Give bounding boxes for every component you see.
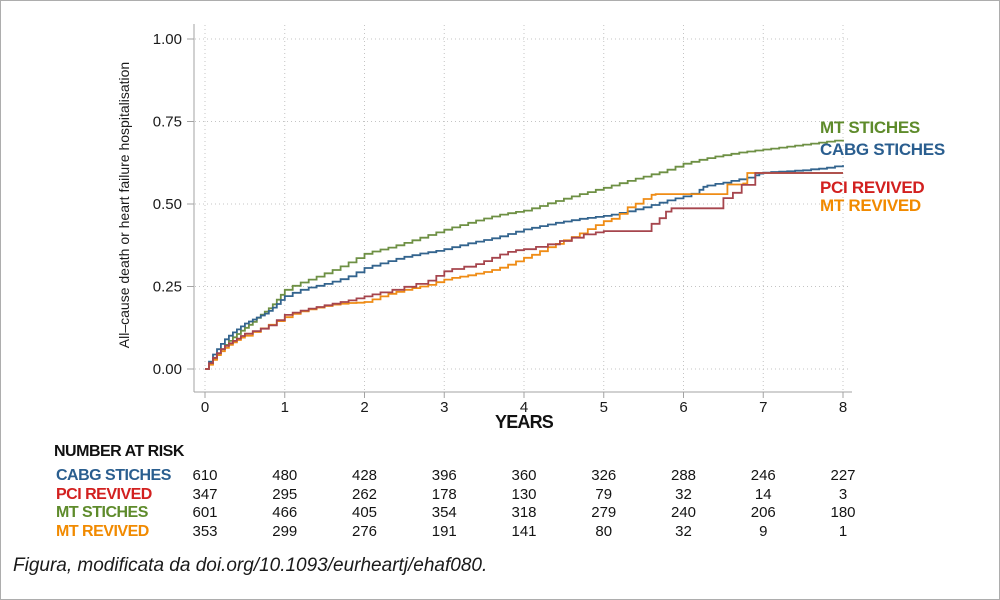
risk-table-title: NUMBER AT RISK	[54, 443, 184, 460]
risk-value: 206	[750, 504, 776, 522]
risk-value: 1	[838, 523, 848, 541]
risk-value: 428	[351, 467, 378, 484]
risk-value: 191	[431, 523, 457, 541]
risk-value: 396	[431, 467, 457, 484]
risk-value: 295	[272, 485, 298, 503]
risk-value: 80	[595, 523, 613, 541]
x-tick-label: 5	[600, 399, 608, 416]
risk-value: 178	[431, 485, 457, 503]
risk-value: 360	[511, 467, 537, 484]
risk-value: 276	[351, 523, 378, 541]
risk-value: 79	[595, 485, 613, 503]
x-tick-label: 4	[520, 399, 528, 416]
x-tick-label: 0	[201, 399, 209, 416]
risk-value: 326	[591, 467, 617, 484]
risk-value: 353	[192, 523, 218, 541]
risk-value: 14	[754, 485, 772, 503]
risk-value: 9	[759, 523, 768, 541]
x-tick-label: 2	[360, 399, 368, 416]
curve-layer	[205, 139, 844, 370]
risk-value: 288	[670, 467, 697, 484]
legend-label-mt-revived: MT REVIVED	[820, 196, 921, 215]
figure-caption: Figura, modificata da doi.org/10.1093/eu…	[13, 555, 488, 576]
risk-value: 466	[272, 504, 298, 522]
legend-label-pci-revived: PCI REVIVED	[820, 178, 924, 197]
risk-value: 299	[272, 523, 298, 541]
risk-value: 32	[675, 523, 692, 541]
y-tick-label: 1.00	[153, 31, 182, 48]
risk-value: 347	[192, 485, 218, 503]
risk-value: 405	[351, 504, 378, 522]
risk-value: 141	[511, 523, 537, 541]
km-chart: 0.00 0.25 0.50 0.75 1.00 0 1 2 3 4 5 6 7 8 MT STICHES…	[116, 24, 945, 432]
risk-row-label-mt-revived: MT REVIVED	[56, 523, 149, 541]
risk-row-label-pci-revived: PCI REVIVED	[56, 485, 152, 503]
axis-layer: 0.00 0.25 0.50 0.75 1.00 0 1 2 3 4 5 6 7 8	[153, 24, 852, 416]
risk-value: 3	[838, 485, 848, 503]
risk-value: 130	[511, 485, 537, 503]
risk-value: 246	[750, 467, 776, 484]
risk-value: 480	[272, 467, 298, 484]
x-tick-label: 3	[440, 399, 448, 416]
risk-value: 180	[830, 504, 856, 522]
x-axis-title: YEARS	[495, 412, 554, 432]
x-tick-label: 6	[679, 399, 687, 416]
y-tick-label: 0.50	[153, 196, 182, 213]
risk-value: 601	[192, 504, 218, 522]
curve-cabg-stiches	[205, 165, 844, 370]
curve-pci-revived	[205, 172, 843, 370]
risk-value: 610	[192, 467, 218, 484]
y-tick-label: 0.75	[153, 114, 182, 131]
risk-value: 227	[830, 467, 856, 484]
risk-value: 240	[670, 504, 697, 522]
y-tick-label: 0.25	[153, 279, 182, 296]
x-tick-label: 1	[281, 399, 289, 416]
risk-value: 318	[511, 504, 537, 522]
risk-value: 354	[431, 504, 457, 522]
legend-label-cabg-stiches: CABG STICHES	[820, 140, 945, 159]
y-tick-label: 0.00	[153, 361, 182, 378]
risk-value: 32	[675, 485, 692, 503]
legend-label-mt-stiches: MT STICHES	[820, 118, 920, 137]
grid-layer	[195, 25, 849, 391]
x-tick-label: 8	[839, 399, 847, 416]
x-tick-label: 7	[759, 399, 767, 416]
risk-row-label-mt-stiches: MT STICHES	[56, 504, 148, 522]
risk-value: 262	[351, 485, 378, 503]
risk-row-label-cabg-stiches: CABG STICHES	[56, 467, 171, 484]
risk-value: 279	[591, 504, 617, 522]
curve-mt-stiches	[205, 139, 844, 370]
y-axis-title: All–cause death or heart failure hospita…	[116, 62, 132, 348]
